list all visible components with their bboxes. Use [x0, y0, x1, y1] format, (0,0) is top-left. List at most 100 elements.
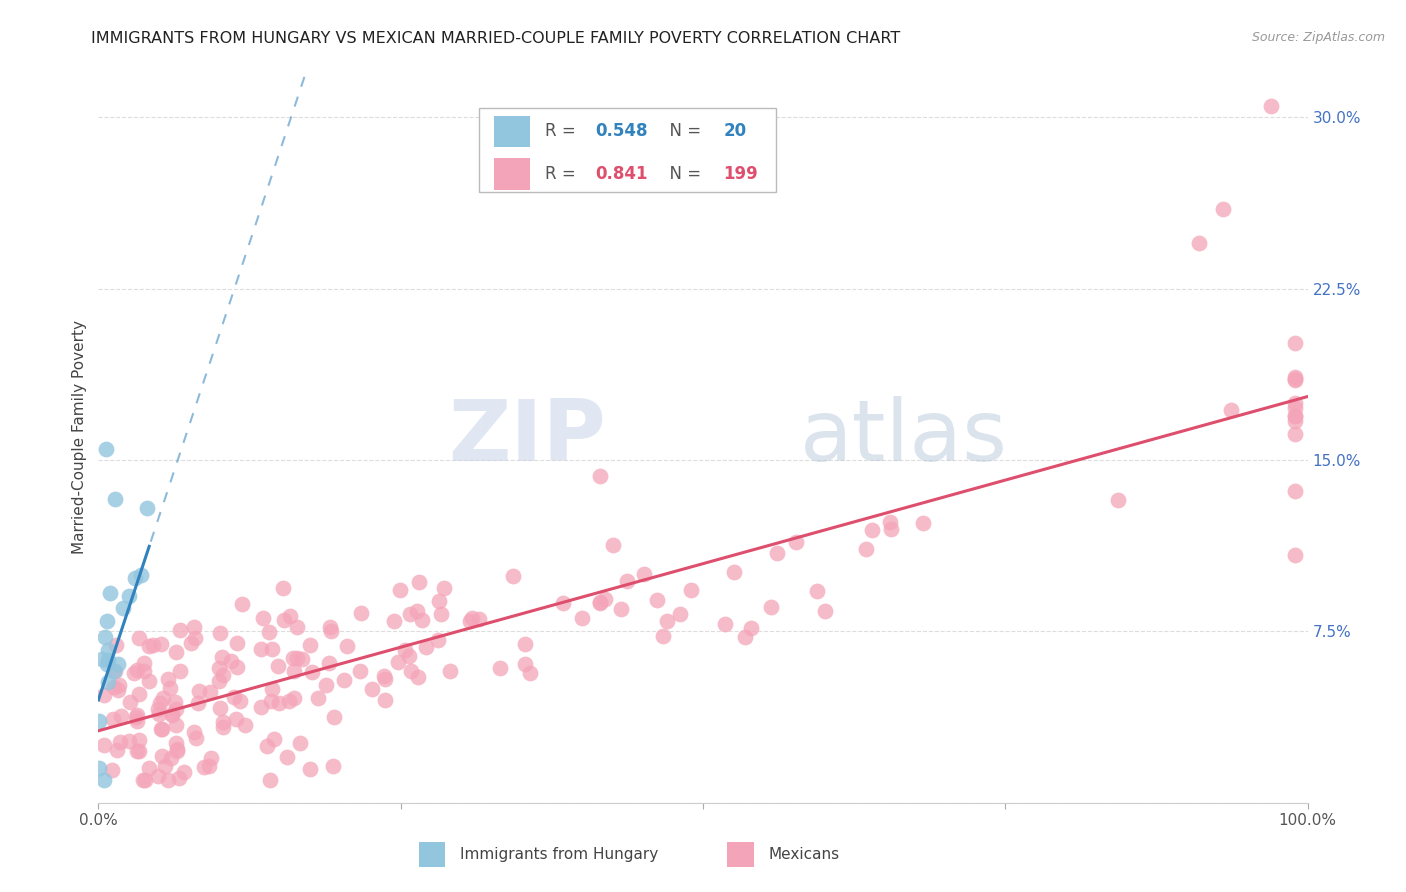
Point	[165, 736, 187, 750]
Point	[101, 712, 124, 726]
Point	[350, 606, 373, 620]
Point	[260, 694, 283, 708]
Point	[159, 681, 181, 695]
Point	[333, 673, 356, 687]
Point	[208, 701, 231, 715]
Point	[427, 632, 450, 647]
Point	[336, 639, 359, 653]
Point	[150, 637, 173, 651]
Point	[148, 768, 170, 782]
Point	[125, 663, 148, 677]
Point	[157, 772, 180, 787]
Point	[259, 772, 281, 787]
Point	[200, 751, 222, 765]
Point	[162, 708, 184, 723]
Text: Source: ZipAtlas.com: Source: ZipAtlas.com	[1251, 31, 1385, 45]
Point	[103, 664, 125, 678]
Point	[138, 639, 160, 653]
Point	[398, 648, 420, 663]
Point	[655, 614, 678, 628]
Point	[165, 702, 187, 716]
Point	[912, 516, 935, 530]
Point	[256, 739, 278, 753]
Point	[285, 650, 308, 665]
Point	[150, 723, 173, 737]
Point	[589, 596, 612, 610]
Point	[187, 696, 209, 710]
Point	[307, 691, 329, 706]
Point	[515, 637, 537, 651]
Point	[166, 744, 188, 758]
Point	[461, 610, 484, 624]
Point	[107, 682, 129, 697]
Point	[208, 626, 231, 640]
Text: 0.841: 0.841	[595, 164, 648, 183]
Point	[668, 607, 690, 621]
Point	[183, 724, 205, 739]
Point	[208, 661, 231, 675]
Point	[134, 664, 156, 678]
Point	[233, 717, 256, 731]
Point	[271, 582, 294, 596]
Point	[1284, 427, 1306, 442]
Point	[593, 591, 616, 606]
Point	[589, 595, 612, 609]
Point	[104, 491, 127, 506]
Point	[806, 583, 828, 598]
Bar	[419, 842, 446, 867]
Point	[231, 598, 253, 612]
Point	[165, 695, 187, 709]
Point	[427, 594, 450, 608]
Point	[394, 642, 416, 657]
Bar	[727, 842, 754, 867]
Point	[153, 758, 176, 772]
Point	[135, 501, 157, 516]
Point	[318, 657, 340, 671]
Point	[148, 707, 170, 722]
Point	[200, 685, 222, 699]
Point	[298, 762, 321, 776]
Point	[323, 709, 346, 723]
Point	[1212, 202, 1234, 216]
Point	[249, 699, 271, 714]
Point	[299, 638, 322, 652]
Point	[267, 659, 290, 673]
Point	[165, 645, 187, 659]
Point	[283, 664, 305, 678]
Point	[142, 638, 165, 652]
Point	[212, 720, 235, 734]
Point	[489, 661, 512, 675]
Point	[128, 744, 150, 758]
Point	[104, 664, 127, 678]
Point	[262, 641, 284, 656]
Point	[107, 657, 129, 672]
Point	[94, 442, 117, 456]
Point	[322, 759, 344, 773]
Point	[415, 640, 437, 654]
Point	[103, 680, 125, 694]
Point	[184, 631, 207, 645]
Point	[128, 733, 150, 747]
Point	[361, 681, 384, 696]
Point	[129, 568, 152, 582]
Point	[138, 674, 160, 689]
Point	[406, 670, 429, 684]
Point	[1107, 493, 1129, 508]
Point	[138, 762, 160, 776]
Bar	[494, 115, 530, 147]
Point	[374, 673, 396, 687]
Point	[225, 712, 247, 726]
Point	[633, 567, 655, 582]
Point	[278, 694, 301, 708]
Point	[468, 612, 491, 626]
Point	[855, 541, 877, 556]
Point	[288, 736, 311, 750]
Text: Immigrants from Hungary: Immigrants from Hungary	[460, 847, 658, 862]
Point	[1284, 396, 1306, 410]
Point	[149, 696, 172, 710]
Point	[97, 643, 120, 657]
Text: atlas: atlas	[800, 395, 1008, 479]
Point	[193, 760, 215, 774]
Point	[91, 652, 114, 666]
Point	[460, 614, 482, 628]
